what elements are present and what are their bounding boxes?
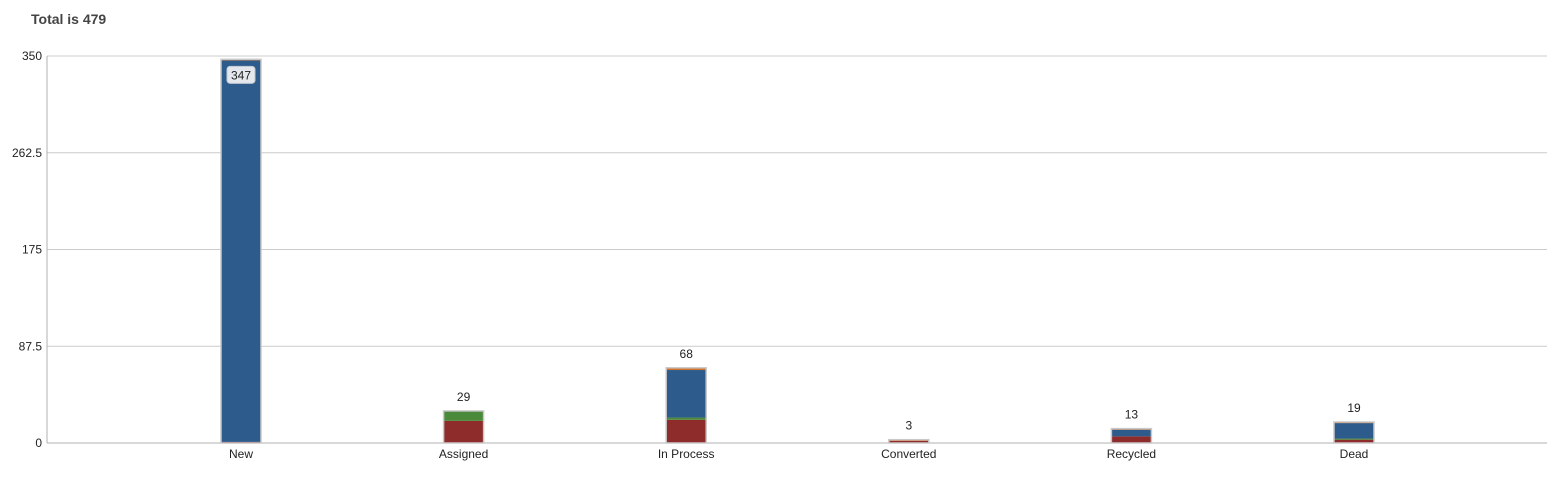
data-labels: 347 29 68 3 13 19 — [226, 65, 1361, 433]
bar-stack — [888, 438, 930, 444]
bar-segment — [443, 410, 484, 421]
bar-segment — [888, 440, 929, 443]
bar-segment — [666, 370, 707, 418]
bar-outline — [665, 367, 707, 444]
bar-segment — [1334, 423, 1374, 439]
data-label: 347 — [231, 68, 251, 82]
x-axis-labels: New Assigned In Process Converted Recycled De… — [229, 447, 1368, 461]
bar-segment — [666, 417, 707, 420]
bar-segment — [443, 420, 484, 443]
bar-outline — [1110, 427, 1153, 444]
bar-outline — [442, 410, 485, 444]
bar-segment — [666, 367, 707, 371]
x-tick-label: Recycled — [1107, 447, 1156, 461]
y-tick-label: 262.5 — [12, 146, 42, 160]
x-tick-label: In Process — [658, 447, 715, 461]
x-tick-label: Converted — [881, 447, 936, 461]
y-tick-label: 87.5 — [19, 339, 43, 353]
bar-stack — [665, 367, 707, 444]
data-label: 13 — [1125, 408, 1139, 422]
chart-title: Total is 479 — [31, 11, 107, 27]
x-tick-label: Dead — [1340, 447, 1369, 461]
data-label: 29 — [457, 390, 471, 404]
data-label: 68 — [680, 347, 694, 361]
bar-outline — [1333, 421, 1375, 444]
bar-outline — [220, 58, 262, 444]
gridlines — [46, 55, 1547, 444]
bars — [220, 58, 1375, 444]
x-tick-label: New — [229, 447, 253, 461]
bar-segment — [1334, 439, 1374, 443]
data-label-box — [226, 65, 256, 84]
bar-stack — [1333, 421, 1375, 444]
bar-segment — [1111, 436, 1152, 443]
y-tick-label: 175 — [22, 243, 42, 257]
bar-stack — [442, 410, 485, 444]
bar-segment — [1334, 438, 1374, 440]
data-label: 3 — [905, 419, 912, 433]
bar-stack — [220, 58, 262, 444]
bar-segment — [221, 60, 261, 442]
y-tick-label: 350 — [22, 49, 42, 63]
x-tick-label: Assigned — [439, 447, 488, 461]
bar-outline — [888, 438, 930, 444]
y-tick-label: 0 — [35, 436, 42, 450]
data-label: 19 — [1347, 401, 1361, 415]
y-axis-ticks: 0 87.5 175 262.5 350 — [12, 49, 42, 450]
bar-segment — [666, 419, 707, 443]
bar-segment — [1111, 429, 1152, 437]
bar-stack — [1110, 427, 1153, 444]
